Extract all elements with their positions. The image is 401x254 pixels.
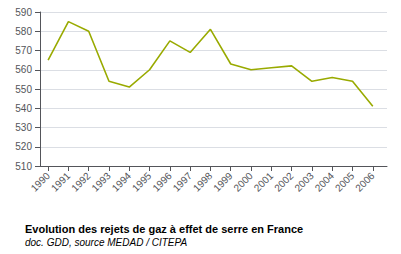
svg-text:550: 550	[15, 84, 32, 95]
svg-text:510: 510	[15, 161, 32, 172]
svg-text:1996: 1996	[150, 170, 174, 194]
svg-text:2005: 2005	[333, 170, 357, 194]
svg-text:530: 530	[15, 122, 32, 133]
svg-text:1995: 1995	[130, 170, 154, 194]
svg-text:1990: 1990	[29, 170, 53, 194]
svg-text:560: 560	[15, 64, 32, 75]
svg-text:570: 570	[15, 45, 32, 56]
svg-text:580: 580	[15, 26, 32, 37]
svg-text:2006: 2006	[353, 170, 377, 194]
svg-text:1998: 1998	[191, 170, 215, 194]
svg-text:Evolution des rejets de gaz à: Evolution des rejets de gaz à effet de s…	[25, 223, 303, 235]
svg-text:2002: 2002	[272, 170, 296, 194]
svg-text:1992: 1992	[69, 170, 93, 194]
svg-text:1991: 1991	[49, 170, 73, 194]
svg-text:2004: 2004	[313, 170, 337, 194]
svg-text:590: 590	[15, 7, 32, 18]
svg-text:520: 520	[15, 141, 32, 152]
svg-text:1994: 1994	[110, 170, 134, 194]
svg-text:540: 540	[15, 103, 32, 114]
svg-text:1999: 1999	[211, 170, 235, 194]
svg-text:2003: 2003	[292, 170, 316, 194]
svg-text:2000: 2000	[231, 170, 255, 194]
svg-text:2001: 2001	[252, 170, 276, 194]
svg-text:doc. GDD, source MEDAD / CITEP: doc. GDD, source MEDAD / CITEPA	[25, 237, 187, 248]
svg-text:1997: 1997	[171, 170, 195, 194]
svg-text:1993: 1993	[89, 170, 113, 194]
